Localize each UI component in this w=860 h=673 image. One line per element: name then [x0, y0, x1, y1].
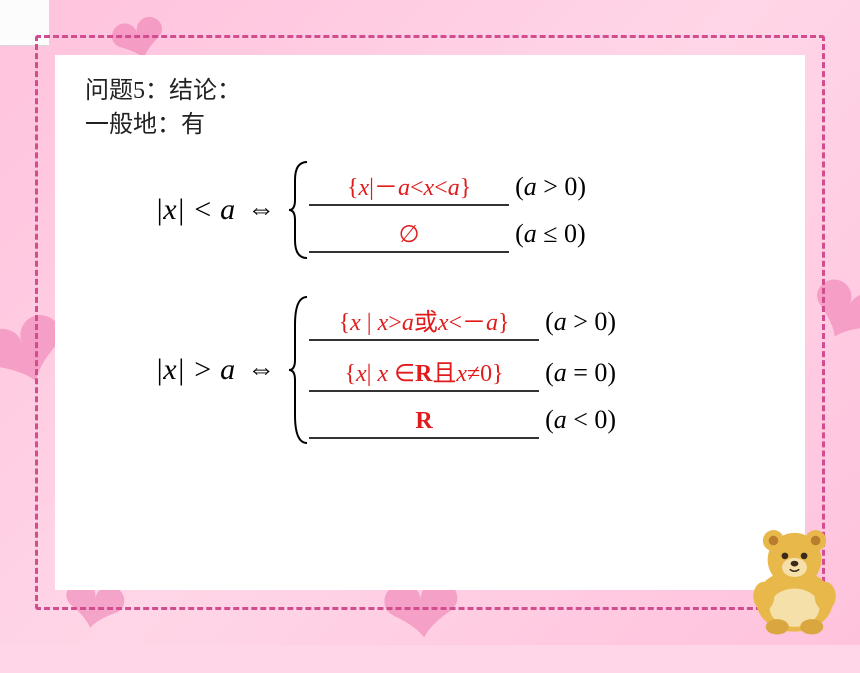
eq-abs-greater-than: |x| > a ⇔ {x | x>a或x<－a} (a > 0) {x| x ∈…	[155, 295, 775, 445]
bear-icon	[737, 517, 852, 637]
iff-symbol: ⇔	[247, 354, 275, 386]
eq2-case-3: R (a < 0)	[309, 405, 616, 439]
equations-area: |x| < a ⇔ {x|－a<x<a} (a > 0) ∅ (a ≤ 0)	[85, 160, 775, 445]
eq2-brace-group: {x | x>a或x<－a} (a > 0) {x| x ∈R且x≠0} (a …	[287, 295, 616, 445]
left-brace-icon	[287, 295, 309, 445]
eq2-cond-3: (a < 0)	[545, 405, 616, 435]
eq2-answer-1: {x | x>a或x<－a}	[309, 302, 539, 341]
eq2-case-1: {x | x>a或x<－a} (a > 0)	[309, 302, 616, 341]
heading-line-1: 问题5：结论：	[85, 75, 775, 109]
eq-abs-less-than: |x| < a ⇔ {x|－a<x<a} (a > 0) ∅ (a ≤ 0)	[155, 160, 775, 260]
eq1-answer-2: ∅	[309, 220, 509, 253]
eq1-case-1: {x|－a<x<a} (a > 0)	[309, 167, 586, 206]
heading-line-2: 一般地：有	[85, 109, 775, 143]
eq2-cond-2: (a = 0)	[545, 358, 616, 388]
eq1-cond-2: (a ≤ 0)	[515, 219, 586, 249]
eq1-cases: {x|－a<x<a} (a > 0) ∅ (a ≤ 0)	[309, 160, 586, 260]
eq2-cases: {x | x>a或x<－a} (a > 0) {x| x ∈R且x≠0} (a …	[309, 295, 616, 445]
eq2-lhs: |x| > a	[155, 353, 235, 387]
eq1-cond-1: (a > 0)	[515, 172, 586, 202]
eq1-brace-group: {x|－a<x<a} (a > 0) ∅ (a ≤ 0)	[287, 160, 586, 260]
eq2-cond-1: (a > 0)	[545, 307, 616, 337]
eq2-case-2: {x| x ∈R且x≠0} (a = 0)	[309, 353, 616, 392]
eq2-answer-3: R	[309, 408, 539, 439]
left-brace-icon	[287, 160, 309, 260]
eq1-answer-1: {x|－a<x<a}	[309, 167, 509, 206]
eq2-answer-2: {x| x ∈R且x≠0}	[309, 353, 539, 392]
iff-symbol: ⇔	[247, 194, 275, 226]
eq1-case-2: ∅ (a ≤ 0)	[309, 219, 586, 253]
eq1-lhs: |x| < a	[155, 193, 235, 227]
content-card: 问题5：结论： 一般地：有 |x| < a ⇔ {x|－a<x<a} (a > …	[55, 55, 805, 590]
question-heading: 问题5：结论： 一般地：有	[85, 75, 775, 142]
